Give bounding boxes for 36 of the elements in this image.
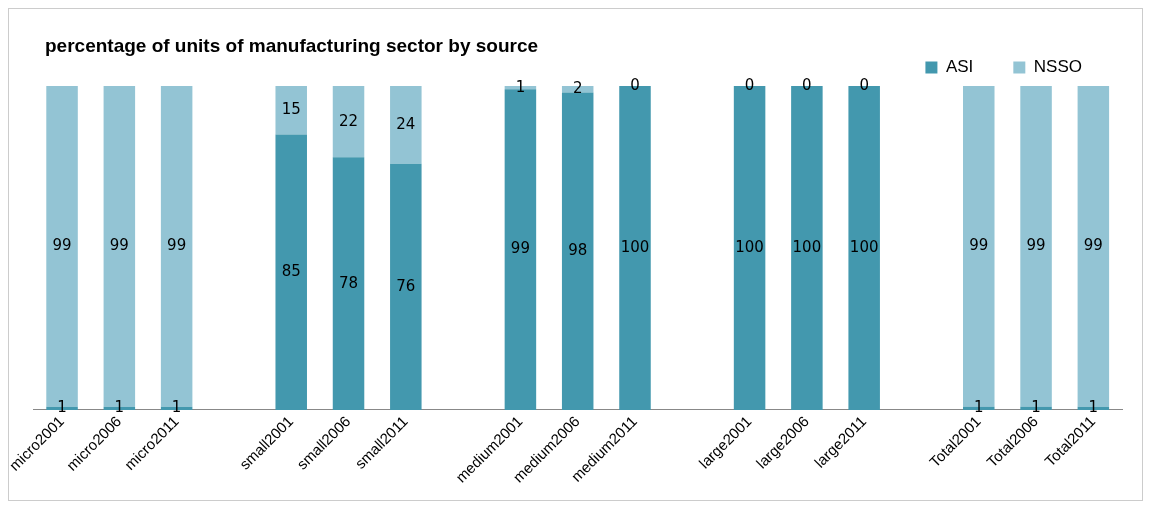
- data-label: 1: [973, 398, 984, 417]
- data-label: 1: [1088, 398, 1099, 417]
- data-label: 99: [969, 236, 989, 255]
- bar: [275, 134, 307, 410]
- data-label: 1: [171, 398, 182, 417]
- data-label: 100: [849, 237, 879, 256]
- data-label: 1: [114, 398, 125, 417]
- data-label: 99: [109, 236, 129, 255]
- data-label: 99: [52, 236, 72, 255]
- bar: [390, 163, 422, 410]
- data-label: 100: [792, 237, 822, 256]
- legend-label: ASI: [945, 57, 974, 77]
- data-label: 99: [510, 239, 530, 258]
- bar: [390, 86, 422, 164]
- data-label: 98: [568, 241, 588, 260]
- data-label: 76: [396, 276, 416, 295]
- data-label: 99: [1083, 236, 1103, 255]
- data-label: 22: [338, 111, 359, 130]
- data-label: 15: [281, 100, 301, 119]
- data-label: 2: [572, 79, 583, 98]
- chart-title: percentage of units of manufacturing sector by source: [45, 35, 539, 57]
- bar: [275, 86, 307, 135]
- data-label: 1: [1031, 398, 1041, 417]
- data-label: 100: [735, 237, 764, 256]
- data-label: 1: [515, 77, 526, 96]
- data-label: 99: [1026, 236, 1046, 255]
- data-label: 85: [281, 262, 301, 281]
- data-label: 78: [338, 273, 359, 292]
- bar: [561, 92, 594, 410]
- data-label: 1: [57, 398, 67, 417]
- data-label: 99: [167, 236, 187, 255]
- bar: [332, 86, 365, 158]
- data-label: 24: [396, 114, 416, 133]
- bar: [332, 157, 365, 410]
- data-label: 100: [620, 237, 650, 256]
- legend-label: NSSO: [1033, 57, 1083, 77]
